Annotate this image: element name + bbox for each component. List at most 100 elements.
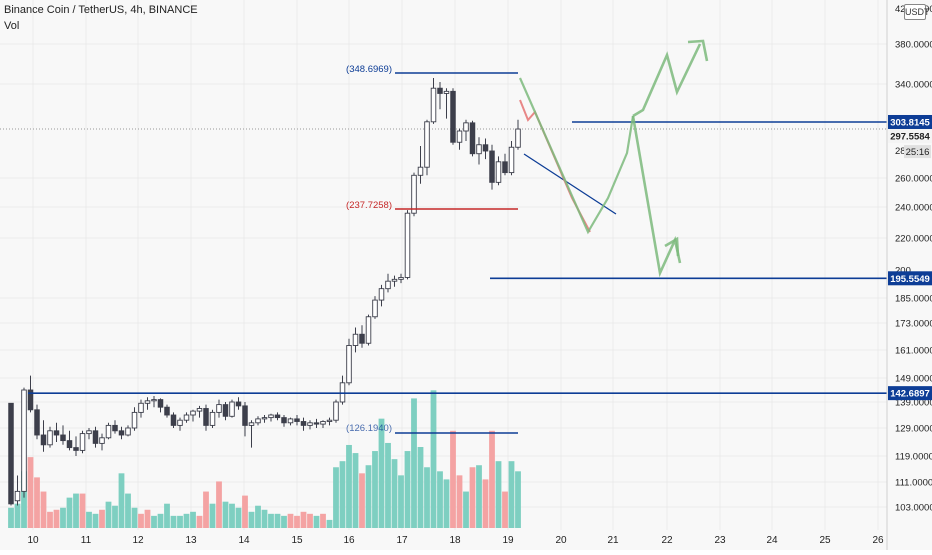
candle-body bbox=[281, 417, 287, 424]
peak-annotation: (348.6969) bbox=[346, 64, 392, 75]
volume-bar bbox=[320, 513, 326, 528]
candle-body bbox=[216, 404, 222, 413]
volume-bar bbox=[495, 461, 502, 528]
volume-bar bbox=[144, 509, 151, 528]
volume-bar bbox=[378, 418, 385, 528]
last-price-label: 297.5584 bbox=[890, 132, 930, 143]
projection-path-historic bbox=[518, 77, 635, 235]
volume-bar bbox=[255, 505, 261, 528]
y-tick-label: 260.0000 bbox=[895, 174, 932, 185]
candle-body bbox=[177, 419, 183, 426]
volume-bar bbox=[443, 479, 450, 528]
candle-body bbox=[508, 146, 515, 174]
candle-body bbox=[515, 128, 521, 148]
candle-body bbox=[456, 130, 463, 143]
volume-bar bbox=[66, 497, 73, 528]
y-tick-label: 185.0000 bbox=[895, 294, 932, 305]
volume-bar bbox=[294, 515, 300, 528]
candle-body bbox=[118, 430, 125, 436]
volume-bar bbox=[502, 491, 508, 528]
x-tick-label: 22 bbox=[661, 535, 673, 546]
volume-bar bbox=[40, 491, 47, 528]
trend-line bbox=[523, 153, 617, 215]
candle-body bbox=[144, 400, 151, 404]
candle-body bbox=[27, 389, 34, 411]
volume-bar bbox=[21, 471, 27, 528]
volume-bar bbox=[235, 507, 242, 528]
candle-body bbox=[502, 161, 508, 174]
candle-body bbox=[196, 408, 203, 412]
candle-body bbox=[333, 401, 339, 421]
candle-body bbox=[404, 212, 411, 278]
volume-bar bbox=[86, 511, 92, 528]
volume-bar bbox=[131, 507, 138, 528]
candle-body bbox=[248, 422, 255, 426]
resistance-price-label-box bbox=[888, 114, 932, 129]
volume-bar bbox=[151, 515, 157, 528]
candle-body bbox=[495, 161, 502, 183]
volume-bar bbox=[450, 430, 456, 528]
x-tick-label: 16 bbox=[343, 535, 355, 546]
volume-bar bbox=[476, 465, 482, 528]
currency-tag[interactable]: USDT bbox=[904, 4, 930, 20]
volume-bar bbox=[34, 477, 40, 528]
volume-bar bbox=[391, 459, 398, 528]
volume-bar bbox=[73, 493, 79, 528]
volume-bar bbox=[248, 511, 255, 528]
candle-body bbox=[105, 424, 112, 439]
x-tick-label: 15 bbox=[291, 535, 303, 546]
volume-bar bbox=[417, 447, 424, 528]
volume-bar bbox=[430, 390, 437, 528]
volume-bar bbox=[489, 430, 495, 528]
support-low-price-label: 142.6897 bbox=[890, 389, 930, 400]
countdown-box bbox=[904, 145, 931, 159]
candle-body bbox=[40, 434, 47, 446]
volume-bar bbox=[365, 465, 372, 528]
x-tick-label: 10 bbox=[27, 535, 39, 546]
drawings: (348.6969) (237.7258) (126.1940) bbox=[28, 39, 887, 434]
x-tick-label: 11 bbox=[81, 535, 92, 546]
volume-bar bbox=[79, 493, 86, 528]
candle-body bbox=[346, 345, 352, 384]
volume-bar bbox=[190, 511, 196, 528]
volume-bar bbox=[333, 467, 339, 528]
candle-body bbox=[99, 437, 105, 444]
volume-bar bbox=[515, 471, 521, 528]
volume-bar bbox=[177, 515, 183, 528]
y-tick-label: 220.0000 bbox=[895, 234, 932, 245]
volume-bar bbox=[47, 511, 53, 528]
y-tick-label: 161.0000 bbox=[895, 346, 932, 357]
volume-bar bbox=[242, 495, 248, 528]
volume-bar bbox=[112, 505, 118, 528]
candle-body bbox=[47, 430, 53, 446]
candle-body bbox=[242, 405, 248, 426]
volume-bar bbox=[456, 475, 463, 528]
candle-body bbox=[203, 408, 209, 426]
candle-body bbox=[8, 402, 14, 505]
base-annotation: (126.1940) bbox=[346, 423, 392, 434]
bullish-arrowhead bbox=[687, 39, 709, 62]
mid-annotation: (237.7258) bbox=[346, 200, 392, 211]
volume-bar bbox=[404, 451, 411, 528]
candle-body bbox=[437, 87, 443, 94]
candle-body bbox=[320, 421, 326, 425]
candle-body bbox=[261, 417, 268, 420]
candle-body bbox=[391, 278, 398, 282]
volume-bar bbox=[170, 515, 177, 528]
volume-bar bbox=[307, 513, 313, 528]
candle-body bbox=[157, 399, 164, 408]
x-tick-label: 21 bbox=[607, 535, 619, 546]
volume-bar bbox=[352, 453, 359, 528]
candle-body bbox=[170, 414, 177, 426]
candle-body bbox=[417, 166, 424, 176]
candle-body bbox=[268, 414, 274, 419]
time-axis: 10 11 12 13 14 15 16 17 18 19 20 21 22 23 24 25 26 bbox=[27, 535, 884, 546]
candle-body bbox=[450, 90, 456, 143]
volume-bar bbox=[385, 442, 391, 528]
candle-body bbox=[385, 280, 391, 290]
candle-body bbox=[255, 418, 261, 424]
candle-body bbox=[274, 414, 281, 419]
candle-body bbox=[398, 277, 404, 280]
